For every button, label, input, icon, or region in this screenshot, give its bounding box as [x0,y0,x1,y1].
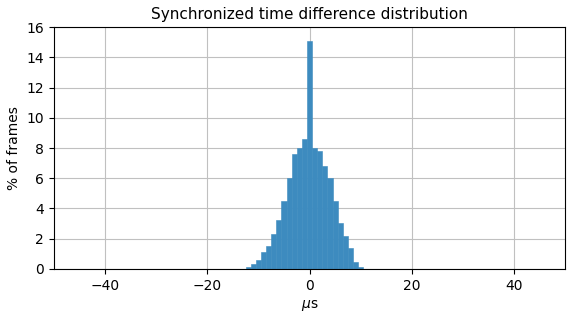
Bar [292,154,297,269]
Bar [358,267,363,269]
Bar [353,262,358,269]
Bar [343,236,348,269]
Bar [256,260,261,269]
Bar [307,41,312,269]
Bar [337,223,343,269]
Bar [297,148,302,269]
Bar [276,220,281,269]
Bar [251,264,256,269]
Bar [312,148,317,269]
X-axis label: $\mu$s: $\mu$s [301,298,318,313]
Title: Synchronized time difference distribution: Synchronized time difference distributio… [151,7,468,22]
Bar [281,201,287,269]
Y-axis label: % of frames: % of frames [7,106,21,190]
Bar [302,139,307,269]
Bar [348,248,353,269]
Bar [317,151,322,269]
Bar [261,252,266,269]
Bar [327,178,332,269]
Bar [245,267,251,269]
Bar [266,246,271,269]
Bar [287,178,292,269]
Bar [271,234,276,269]
Bar [322,166,327,269]
Bar [332,201,337,269]
